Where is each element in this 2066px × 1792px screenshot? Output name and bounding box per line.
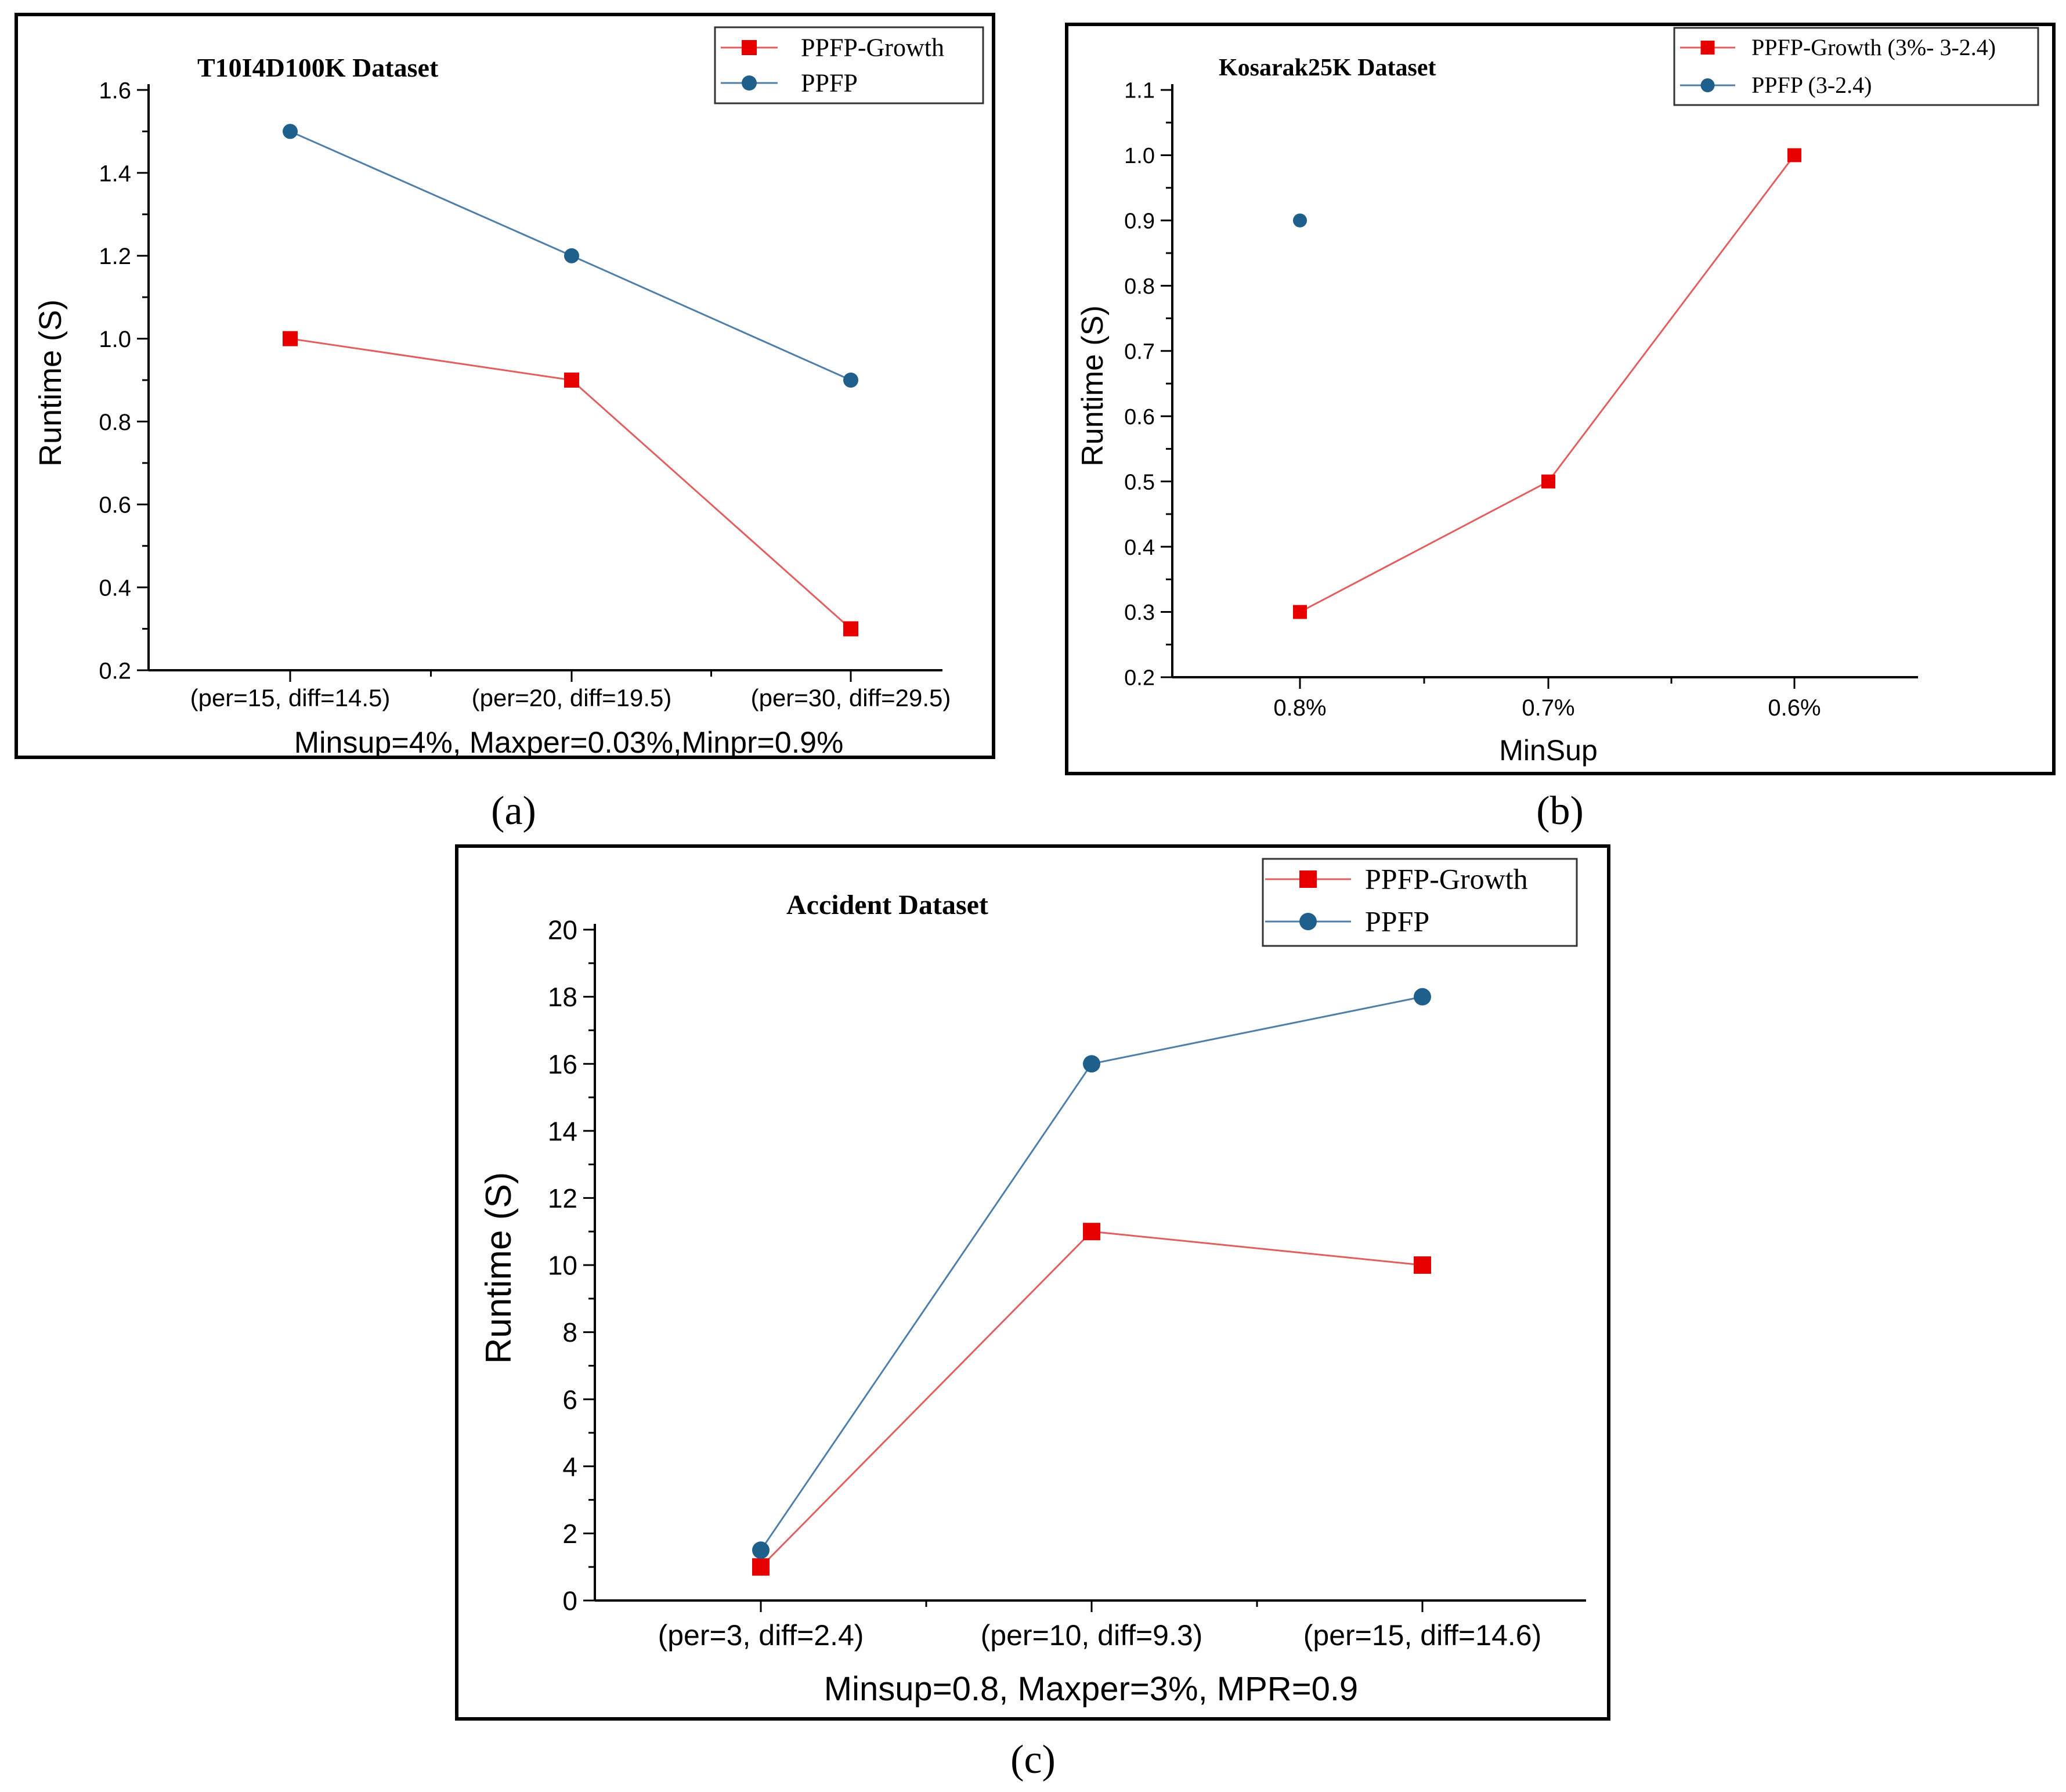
y-tick-label: 0	[562, 1586, 577, 1616]
data-point-ppfp-growth	[1541, 474, 1555, 489]
y-tick-label: 0.8	[1124, 274, 1155, 299]
legend-marker	[1700, 41, 1715, 55]
panel-frame	[1065, 23, 2056, 775]
legend: PPFP-Growth PPFP	[1262, 858, 1578, 947]
y-axis-label: Runtime (S)	[479, 1172, 519, 1364]
chart-panel-3: 0 2 4 6 8 10 12 14 16 18 20 (per=3, diff=2.4) (per=1…	[455, 844, 1610, 1721]
data-point-ppfp-growth	[752, 1558, 770, 1576]
y-tick-label: 0.8	[99, 410, 131, 435]
y-tick-label: 0.6	[1124, 405, 1155, 429]
legend-marker	[742, 40, 757, 55]
legend-box	[714, 26, 984, 104]
x-tick-label: 0.8%	[1273, 695, 1326, 721]
data-point-ppfp	[752, 1541, 770, 1559]
data-point-ppfp	[283, 124, 298, 139]
data-point-ppfp	[1293, 213, 1307, 227]
x-tick-label: (per=15, diff=14.5)	[190, 684, 391, 711]
y-tick-label: 1.0	[1124, 144, 1155, 168]
y-tick-label: 0.4	[99, 576, 131, 601]
y-tick-label: 0.2	[99, 658, 131, 684]
y-tick-label: 0.3	[1124, 601, 1155, 625]
y-tick-label: 0.6	[99, 493, 131, 518]
x-tick-label: 0.6%	[1768, 695, 1821, 721]
data-point-ppfp	[564, 248, 579, 263]
y-tick-label: 1.6	[99, 78, 131, 103]
legend-marker	[742, 75, 757, 91]
y-tick-label: 0.2	[1124, 666, 1155, 691]
y-tick-label: 4	[562, 1451, 577, 1482]
data-point-ppfp-growth	[1414, 1256, 1431, 1274]
panel-frame	[455, 844, 1610, 1721]
y-tick-label: 10	[548, 1251, 577, 1281]
data-point-ppfp-growth	[283, 331, 298, 346]
y-tick-label: 18	[548, 982, 577, 1012]
y-tick-label: 1.4	[99, 161, 131, 186]
series-line-ppfp-growth-3-3-2-4-	[1299, 154, 1796, 613]
y-tick-label: 0.5	[1124, 470, 1155, 494]
legend-label: PPFP-Growth (3%- 3-2.4)	[1751, 34, 1996, 60]
chart-title: T10I4D100K Dataset	[197, 53, 439, 82]
legend-label: PPFP-Growth	[1365, 863, 1528, 895]
y-axis-label: Runtime (S)	[33, 299, 68, 467]
data-point-ppfp-growth	[843, 621, 858, 637]
legend: PPFP-Growth PPFP	[714, 26, 984, 104]
x-tick-label: (per=30, diff=29.5)	[751, 684, 951, 711]
chart-title: Accident Dataset	[786, 890, 988, 920]
y-tick-label: 1.2	[99, 244, 131, 269]
chart-panel-2: 0.2 0.3 0.4 0.5 0.6 0.7 0.8 0.9 1.0 1.1 0.8% 0.7% 0.…	[1065, 23, 2056, 775]
data-point-ppfp	[843, 373, 858, 388]
legend-marker	[1299, 870, 1317, 888]
data-point-ppfp-growth	[564, 373, 579, 388]
legend-label: PPFP (3-2.4)	[1751, 72, 1872, 98]
legend: PPFP-Growth (3%- 3-2.4) PPFP (3-2.4)	[1673, 27, 2039, 106]
data-point-ppfp-growth	[1787, 148, 1801, 162]
y-tick-label: 1.1	[1124, 79, 1155, 103]
x-tick-label: (per=15, diff=14.6)	[1303, 1619, 1541, 1652]
x-tick-label: (per=10, diff=9.3)	[981, 1619, 1203, 1652]
x-axis-label: Minsup=4%, Maxper=0.03%,Minpr=0.9%	[294, 726, 844, 760]
panel-label: (b)	[1536, 789, 1584, 833]
y-tick-label: 6	[562, 1385, 577, 1415]
y-tick-label: 0.4	[1124, 536, 1155, 560]
data-point-ppfp-growth	[1083, 1223, 1100, 1241]
y-tick-label: 12	[548, 1183, 577, 1213]
panel-frame	[15, 13, 995, 759]
y-tick-label: 20	[548, 915, 577, 945]
legend-label: PPFP	[1365, 905, 1429, 938]
y-tick-label: 16	[548, 1049, 577, 1079]
y-tick-label: 2	[562, 1519, 577, 1549]
data-point-ppfp	[1083, 1055, 1100, 1073]
data-point-ppfp	[1414, 988, 1431, 1006]
y-tick-label: 14	[548, 1116, 577, 1146]
legend-box	[1673, 27, 2039, 106]
y-axis-label: Runtime (S)	[1076, 305, 1110, 466]
chart-panel-1: 0.2 0.4 0.6 0.8 1.0 1.2 1.4 1.6 (per=15, diff=14…	[15, 13, 995, 760]
legend-marker	[1700, 78, 1715, 92]
legend-label: PPFP-Growth	[801, 34, 944, 62]
y-tick-label: 1.0	[99, 327, 131, 352]
panel-label: (c)	[1010, 1737, 1056, 1782]
y-tick-label: 8	[562, 1317, 577, 1347]
panel-label: (a)	[491, 789, 536, 833]
y-tick-label: 0.7	[1124, 339, 1155, 364]
x-tick-label: (per=20, diff=19.5)	[472, 684, 672, 711]
legend-label: PPFP	[801, 69, 858, 97]
x-tick-label: (per=3, diff=2.4)	[658, 1619, 864, 1652]
legend-marker	[1299, 913, 1317, 930]
x-axis-label: MinSup	[1499, 734, 1598, 767]
chart-title: Kosarak25K Dataset	[1219, 55, 1436, 81]
x-tick-label: 0.7%	[1522, 695, 1574, 721]
series-line-ppfp-growth	[760, 1230, 1423, 1568]
data-point-ppfp-growth	[1293, 605, 1307, 619]
x-axis-label: Minsup=0.8, Maxper=3%, MPR=0.9	[824, 1670, 1358, 1708]
y-tick-label: 0.9	[1124, 209, 1155, 234]
